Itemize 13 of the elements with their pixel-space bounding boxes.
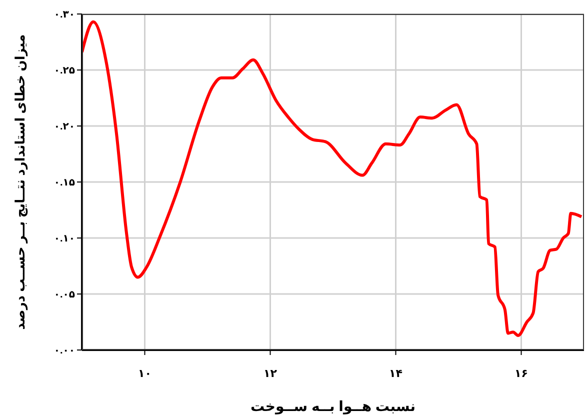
x-tick-label: ١۶: [514, 368, 528, 380]
y-tick-label: ٠.٢٠: [54, 122, 75, 133]
x-tick-label: ١۴: [389, 368, 403, 380]
y-tick-label: ٠.٠۵: [54, 290, 75, 301]
x-tick-label: ١٢: [264, 368, 278, 380]
y-axis-title: میزان خطای استاندارد نتــایج بــر حســب درصد: [12, 34, 28, 330]
y-tick-label: ٠.١٠: [54, 234, 75, 245]
y-tick-label: ٠.٣٠: [54, 10, 75, 21]
y-tick-label: ٠.١۵: [54, 178, 75, 189]
x-tick-label: ١٠: [138, 368, 152, 380]
x-axis-title: نسبت هــوا بــه ســوخت: [250, 398, 416, 415]
y-tick-label: ٠.٢۵: [54, 66, 75, 77]
y-tick-label: ٠.٠٠: [54, 346, 75, 357]
